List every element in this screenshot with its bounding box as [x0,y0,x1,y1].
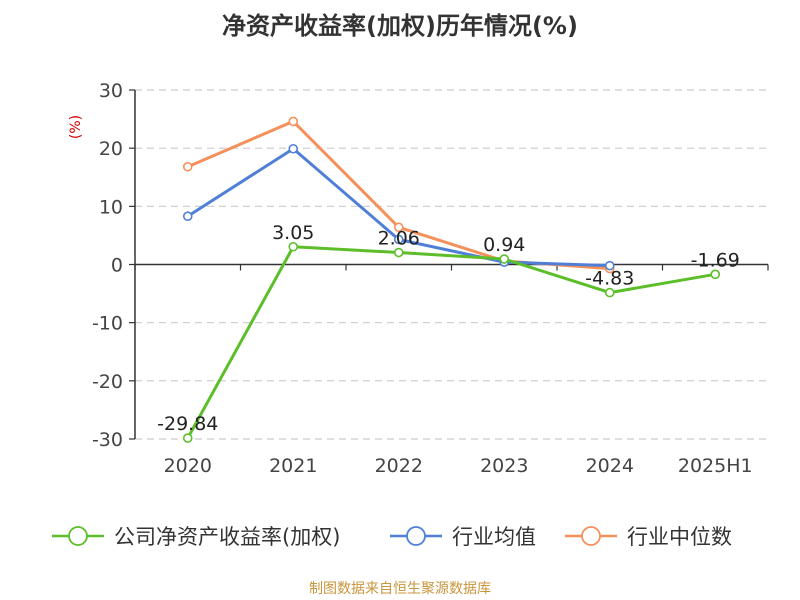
data-point-1 [182,211,193,222]
data-label: -4.83 [585,268,634,290]
data-label: 3.05 [272,222,314,244]
data-point-0 [710,269,721,280]
x-tick-label: 2022 [375,455,423,477]
data-point-0 [288,241,299,252]
chart-title: 净资产收益率(加权)历年情况(%) [222,12,578,40]
y-tick-label: 10 [99,196,123,218]
y-tick-label: -20 [92,371,123,393]
legend-entry: 公司净资产收益率(加权) [114,525,340,549]
data-label: 2.06 [378,228,420,250]
legend-entry: 行业中位数 [627,525,732,549]
data-point-0 [182,433,193,443]
y-tick-label: -10 [92,313,123,335]
x-tick-label: 2021 [269,455,317,477]
legend-marker-1 [406,526,426,546]
data-point-0 [499,254,510,264]
y-tick-label: -30 [92,429,123,451]
data-point-0 [604,287,615,298]
series-line-0 [186,245,716,439]
legend-marker-0 [68,526,88,546]
data-point-1 [288,143,299,154]
y-axis-label: (%) [68,115,84,139]
x-tick-label: 2023 [480,455,528,477]
y-tick-label: 30 [99,80,123,102]
data-point-1 [604,260,615,271]
data-point-2 [393,222,404,233]
y-tick-label: 0 [111,255,123,277]
data-point-1 [393,234,404,245]
data-point-2 [182,161,193,172]
data-label: -29.84 [157,413,218,435]
y-tick-label: 20 [99,138,123,160]
data-source-note: 制图数据来自恒生聚源数据库 [309,581,491,597]
data-label: -1.69 [691,249,740,271]
x-tick-label: 2020 [164,455,212,477]
data-label: 0.94 [483,234,525,256]
data-point-2 [288,116,299,127]
legend-entry: 行业均值 [452,525,536,549]
legend-marker-2 [581,526,601,546]
x-tick-label: 2024 [586,455,634,477]
x-tick-label: 2025H1 [678,455,753,477]
data-point-0 [393,247,404,258]
